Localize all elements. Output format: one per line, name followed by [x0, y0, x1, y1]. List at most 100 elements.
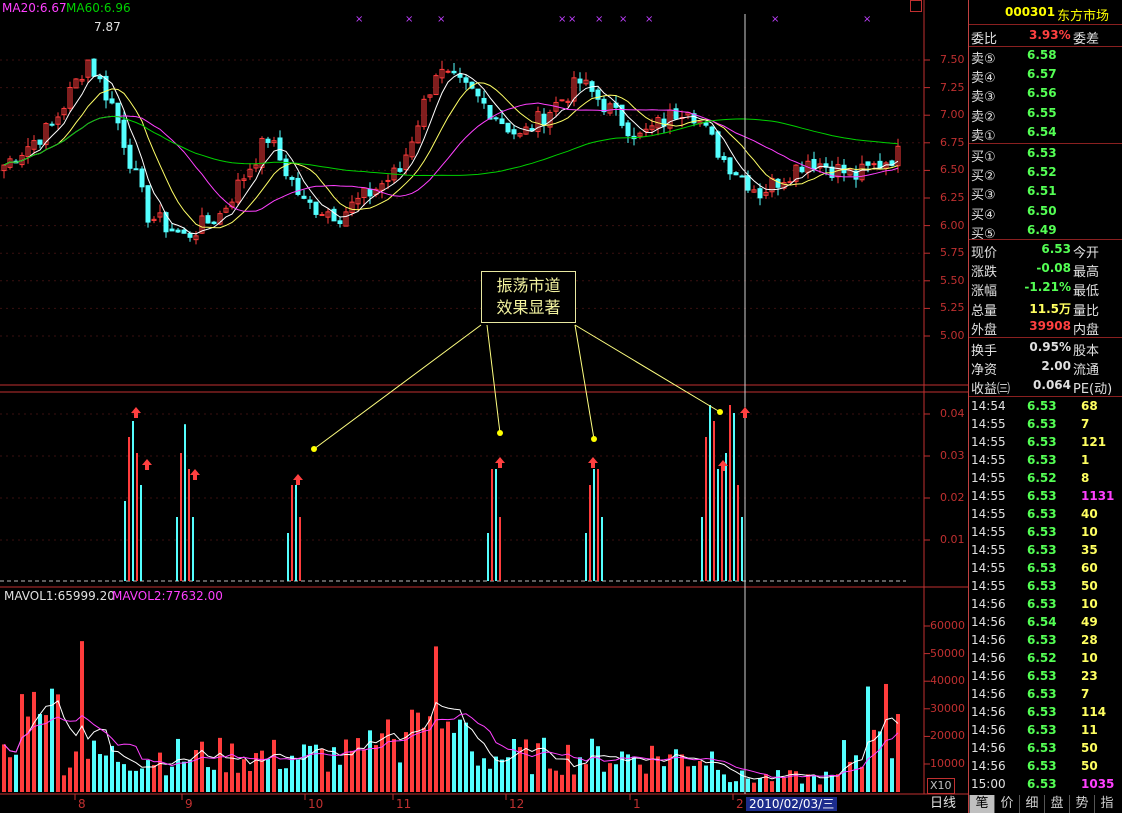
volume-bar	[122, 764, 126, 792]
volume-bar	[266, 758, 270, 792]
candle-body	[313, 201, 319, 215]
stat-value: 0.064	[1033, 378, 1071, 393]
candle-body	[109, 98, 115, 104]
window-restore-icon[interactable]	[910, 0, 922, 12]
tick-volume: 7	[1081, 417, 1090, 431]
candle-body	[55, 116, 61, 125]
volume-tick-label: 20000	[930, 729, 965, 743]
indicator-bar	[701, 517, 703, 581]
tick-row[interactable]: 14:56 6.53 50	[969, 740, 1122, 758]
volume-bar	[536, 743, 540, 792]
tick-row[interactable]: 14:55 6.53 121	[969, 434, 1122, 452]
stat-label: 现价	[971, 246, 998, 261]
tick-row[interactable]: 14:56 6.54 49	[969, 614, 1122, 632]
volume-bar	[332, 747, 336, 792]
tick-row[interactable]: 14:56 6.53 23	[969, 668, 1122, 686]
period-label[interactable]: 日线	[930, 796, 957, 811]
volume-bar	[194, 750, 198, 792]
chart-canvas[interactable]: × × × × × × × × × ×	[0, 0, 968, 813]
volume-bar	[326, 771, 330, 792]
volume-bar	[284, 768, 288, 792]
candle-body	[253, 164, 259, 169]
tick-row[interactable]: 14:56 6.52 10	[969, 650, 1122, 668]
volume-bar	[800, 783, 804, 792]
candle-body	[319, 214, 325, 217]
tab-3[interactable]: 盘	[1044, 795, 1069, 813]
candle-body	[637, 132, 643, 137]
tab-2[interactable]: 细	[1019, 795, 1044, 813]
tick-row[interactable]: 14:54 6.53 68	[969, 398, 1122, 416]
stat-label: 涨幅	[971, 284, 998, 300]
candle-body	[205, 215, 211, 224]
annotation-arrow-head	[717, 409, 723, 415]
tick-row[interactable]: 14:56 6.53 10	[969, 596, 1122, 614]
tick-row[interactable]: 14:56 6.53 7	[969, 686, 1122, 704]
tick-row[interactable]: 14:55 6.53 10	[969, 524, 1122, 542]
indicator-bar	[585, 533, 587, 581]
candle-body	[235, 179, 241, 203]
tab-5[interactable]: 指	[1094, 795, 1119, 813]
tab-4[interactable]: 势	[1069, 795, 1094, 813]
tick-price: 6.53	[1027, 633, 1057, 647]
tick-row[interactable]: 14:55 6.53 60	[969, 560, 1122, 578]
quote-row-price: 6.51	[1027, 184, 1057, 199]
volume-bar	[308, 745, 312, 792]
indicator-bar	[721, 469, 723, 581]
annotation-box: 振荡市道 效果显著	[481, 271, 576, 323]
volume-bar	[530, 774, 534, 792]
volume-bar	[752, 782, 756, 792]
candle-body	[619, 104, 625, 126]
candle-body	[541, 113, 547, 126]
tick-volume: 10	[1081, 651, 1098, 665]
quote-row-price: 6.52	[1027, 165, 1057, 180]
tick-row[interactable]: 14:56 6.53 50	[969, 758, 1122, 776]
tick-time: 14:56	[971, 669, 1006, 683]
tab-1[interactable]: 价	[994, 795, 1019, 813]
tick-row[interactable]: 14:55 6.53 1131	[969, 488, 1122, 506]
volume-bar	[320, 748, 324, 792]
candle-body	[625, 122, 631, 137]
volume-bar	[812, 774, 816, 792]
volume-bar	[104, 755, 108, 792]
tick-price: 6.53	[1027, 489, 1057, 503]
volume-bar	[776, 770, 780, 792]
volume-bar	[704, 765, 708, 792]
stat-row: 总量 11.5万 量比	[969, 299, 1122, 319]
candle-body	[733, 172, 739, 176]
tick-row[interactable]: 15:00 6.53 1035	[969, 776, 1122, 794]
weibi-label: 委比	[971, 32, 998, 47]
tick-row[interactable]: 14:56 6.53 11	[969, 722, 1122, 740]
tick-row[interactable]: 14:55 6.53 7	[969, 416, 1122, 434]
volume-bar	[236, 772, 240, 792]
tab-0[interactable]: 笔	[969, 795, 994, 813]
price-tick-label: 6.50	[940, 163, 965, 177]
volume-bar	[2, 744, 6, 792]
candle-body	[577, 78, 583, 84]
tick-row[interactable]: 14:56 6.53 28	[969, 632, 1122, 650]
candle-body	[211, 221, 217, 225]
quote-row-label: 买④	[971, 207, 996, 223]
tick-volume: 50	[1081, 579, 1098, 593]
volume-bar	[80, 641, 84, 792]
indicator-bar	[291, 485, 293, 581]
volume-bar	[578, 757, 582, 792]
tick-row[interactable]: 14:55 6.53 1	[969, 452, 1122, 470]
stat-value: 11.5万	[1029, 301, 1071, 316]
tick-row[interactable]: 14:56 6.53 114	[969, 704, 1122, 722]
candle-body	[217, 213, 223, 225]
stat-value: 2.00	[1041, 359, 1071, 374]
tick-row[interactable]: 14:55 6.53 50	[969, 578, 1122, 596]
annotation-arrow	[486, 324, 501, 434]
tick-row[interactable]: 14:55 6.53 40	[969, 506, 1122, 524]
candle-body	[337, 220, 343, 225]
candle-body	[745, 175, 751, 191]
stat-value: 6.53	[1041, 242, 1071, 256]
tick-row[interactable]: 14:55 6.52 8	[969, 470, 1122, 488]
candle-body	[763, 191, 769, 196]
volume-bar	[692, 765, 696, 792]
tick-row[interactable]: 14:55 6.53 35	[969, 542, 1122, 560]
date-tick-label: 11	[396, 797, 412, 811]
quote-row: 买④ 6.50	[969, 203, 1122, 223]
volume-bar	[218, 737, 222, 792]
moving-average-line	[3, 72, 899, 235]
